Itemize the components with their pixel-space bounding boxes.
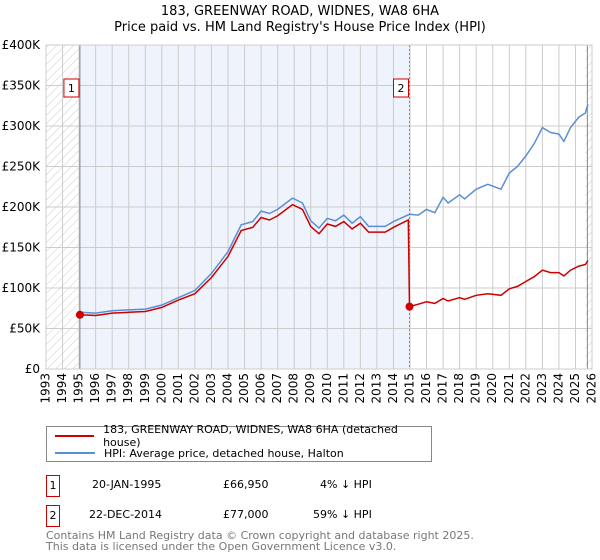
x-tick-label: 2003 [204, 373, 218, 404]
x-tick-label: 2017 [436, 373, 450, 404]
y-tick-label: £250K [2, 160, 42, 174]
x-tick-label: 2010 [320, 373, 334, 404]
y-tick-label: £400K [2, 38, 42, 52]
x-tick-label: 2006 [254, 373, 268, 404]
sale-marker-label-1: 1 [68, 82, 75, 95]
legend-label-hpi: HPI: Average price, detached house, Halt… [104, 446, 344, 460]
legend-label-property: 183, GREENWAY ROAD, WIDNES, WA8 6HA (det… [103, 423, 398, 449]
y-tick-label: £350K [2, 79, 42, 93]
x-tick-label: 2009 [303, 373, 317, 404]
sale-point-1 [75, 310, 84, 319]
footer-copyright: Contains HM Land Registry data © Crown c… [46, 529, 474, 542]
x-tick-label: 1997 [105, 373, 119, 404]
x-tick-label: 1999 [138, 373, 152, 404]
y-tick-label: £100K [2, 281, 42, 295]
x-tick-label: 2024 [551, 373, 565, 404]
sale-date: 22-DEC-2014 [89, 508, 163, 521]
sale-hpi-diff: 59% ↓ HPI [313, 508, 372, 521]
sale-hpi-diff: 4% ↓ HPI [320, 478, 372, 491]
sale-row: 1 20-JAN-1995 £66,950 4% ↓ HPI [46, 475, 546, 497]
sale-row: 2 22-DEC-2014 £77,000 59% ↓ HPI [46, 505, 546, 527]
x-tick-label: 1993 [39, 373, 53, 404]
legend-item-hpi: HPI: Average price, detached house, Halt… [55, 445, 344, 461]
sale-marker-badge: 1 [46, 475, 60, 497]
y-tick-label: £300K [2, 119, 42, 133]
x-tick-label: 2004 [221, 373, 235, 404]
sale-price: £66,950 [223, 478, 269, 491]
y-tick-label: £50K [9, 322, 41, 336]
y-tick-label: £0 [25, 362, 40, 376]
sale-price: £77,000 [223, 508, 269, 521]
chart-subtitle: Price paid vs. HM Land Registry's House … [114, 20, 486, 35]
legend-swatch-red [55, 435, 95, 437]
series-line-price-paid [79, 203, 589, 317]
y-tick-label: £150K [2, 241, 42, 255]
x-tick-label: 2001 [171, 373, 185, 404]
legend: 183, GREENWAY ROAD, WIDNES, WA8 6HA (det… [46, 423, 432, 462]
x-tick-label: 2018 [452, 373, 466, 404]
legend-item-property: 183, GREENWAY ROAD, WIDNES, WA8 6HA (det… [55, 423, 431, 449]
x-tick-label: 2012 [353, 373, 367, 404]
sale-marker-label-2: 2 [398, 82, 405, 95]
chart-title: 183, GREENWAY ROAD, WIDNES, WA8 6HA [160, 4, 440, 19]
sale-marker-badge: 2 [46, 505, 60, 527]
x-tick-label: 1998 [121, 373, 135, 404]
x-tick-label: 1996 [88, 373, 102, 404]
sale-date: 20-JAN-1995 [92, 478, 162, 491]
x-tick-label: 2020 [485, 373, 499, 404]
x-tick-label: 2000 [154, 373, 168, 404]
footer-licence: This data is licensed under the Open Gov… [46, 540, 397, 553]
legend-swatch-blue [55, 452, 95, 454]
x-tick-label: 2014 [386, 373, 400, 404]
plot-area: 1993 1994 1995 1996 1997 1998 1999 2000 2001 2002… [2, 38, 599, 404]
x-tick-label: 2007 [270, 373, 284, 404]
plot-border [45, 44, 593, 370]
x-tick-label: 2002 [187, 373, 201, 404]
x-tick-label: 2025 [568, 373, 582, 404]
x-tick-label: 2021 [502, 373, 516, 404]
x-tick-label: 2011 [336, 373, 350, 404]
series-line-hpi [79, 103, 589, 314]
x-tick-label: 2019 [469, 373, 483, 404]
x-tick-label: 2016 [419, 373, 433, 404]
x-tick-label: 2013 [369, 373, 383, 404]
x-tick-label: 2022 [518, 373, 532, 404]
x-tick-label: 2015 [403, 373, 417, 404]
x-tick-label: 2005 [237, 373, 251, 404]
x-tick-label: 2023 [535, 373, 549, 404]
x-tick-label: 1994 [55, 373, 69, 404]
sale-point-2 [405, 302, 414, 311]
x-tick-label: 2008 [287, 373, 301, 404]
y-tick-label: £200K [2, 200, 42, 214]
x-tick-label: 1995 [72, 373, 86, 404]
sale-marker-box-2 [393, 78, 410, 98]
sale-marker-box-1 [63, 78, 80, 98]
x-tick-label: 2026 [585, 373, 599, 404]
